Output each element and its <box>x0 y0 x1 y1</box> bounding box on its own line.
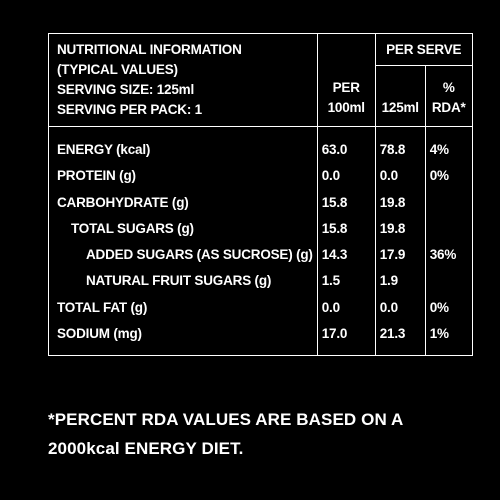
subheader-row: 125ml % RDA* <box>49 65 473 127</box>
rda-header-line1: % <box>442 80 455 95</box>
rda-value: 0% <box>429 168 449 184</box>
rda-header: % RDA* <box>424 65 473 127</box>
per125-header: 125ml <box>374 65 426 127</box>
nutrient-names-column: ENERGY (kcal) PROTEIN (g) CARBOHYDRATE (… <box>48 125 318 357</box>
serving-per-pack: SERVING PER PACK: 1 <box>57 102 202 117</box>
per100-value: 0.0 <box>321 168 340 184</box>
nutrient-name: PROTEIN (g) <box>57 168 136 184</box>
per125-value: 19.8 <box>379 194 406 210</box>
per100-value: 1.5 <box>321 273 340 289</box>
per100-header-line2: 100ml <box>327 100 365 115</box>
rda-value: 36% <box>429 247 457 263</box>
per125-value: 0.0 <box>379 168 398 184</box>
header-info-cell: NUTRITIONAL INFORMATION (TYPICAL VALUES)… <box>48 33 318 127</box>
rda-header-line2: RDA* <box>431 100 466 115</box>
rda-value <box>430 190 468 216</box>
per125-values-column: 78.8 0.0 19.8 19.8 17.9 1.9 0.0 21.3 <box>374 125 426 357</box>
per100-value: 14.3 <box>321 247 348 263</box>
rda-values-column: 4% 0% 36% 0% 1% <box>424 125 473 357</box>
table-title: NUTRITIONAL INFORMATION <box>57 42 242 57</box>
per125-value: 78.8 <box>379 142 406 157</box>
per100-header-line1: PER <box>332 80 360 95</box>
rda-value <box>430 216 468 242</box>
nutrient-name: SODIUM (mg) <box>57 326 142 342</box>
per125-value: 21.3 <box>379 326 406 342</box>
nutrient-name: TOTAL SUGARS (g) <box>71 220 194 236</box>
footnote-line-2: 2000kcal ENERGY DIET. <box>48 439 244 458</box>
nutrient-name: TOTAL FAT (g) <box>57 299 148 315</box>
header-row: NUTRITIONAL INFORMATION (TYPICAL VALUES)… <box>48 33 473 127</box>
nutrient-name: ADDED SUGARS (AS SUCROSE) (g) <box>86 247 313 263</box>
body-row: ENERGY (kcal) PROTEIN (g) CARBOHYDRATE (… <box>48 125 473 357</box>
per100-value: 17.0 <box>321 326 348 342</box>
serving-size: SERVING SIZE: 125ml <box>57 82 195 97</box>
rda-value: 0% <box>429 299 449 315</box>
per125-value: 0.0 <box>379 299 398 315</box>
nutrient-name: NATURAL FRUIT SUGARS (g) <box>86 273 272 289</box>
rda-value <box>430 268 468 294</box>
per100-values-column: 63.0 0.0 15.8 15.8 14.3 1.5 0.0 17.0 <box>316 125 376 357</box>
per100-value: 63.0 <box>321 142 348 157</box>
nutrient-name: CARBOHYDRATE (g) <box>57 194 189 210</box>
per125-value: 1.9 <box>379 273 398 289</box>
per125-value: 17.9 <box>379 247 406 263</box>
per125-value: 19.8 <box>379 220 406 236</box>
per100-header: PER 100ml <box>316 33 376 127</box>
nutrient-name: ENERGY (kcal) <box>57 142 151 157</box>
rda-value: 4% <box>429 142 449 157</box>
per100-value: 0.0 <box>321 299 340 315</box>
footnote-line-1: *PERCENT RDA VALUES ARE BASED ON A <box>48 410 404 429</box>
rda-value: 1% <box>429 326 449 342</box>
per-serve-header: PER SERVE <box>374 33 473 66</box>
nutrition-table: NUTRITIONAL INFORMATION (TYPICAL VALUES)… <box>48 33 473 357</box>
table-subtitle: (TYPICAL VALUES) <box>57 62 178 77</box>
rda-footnote: *PERCENT RDA VALUES ARE BASED ON A 2000k… <box>48 405 468 463</box>
per100-value: 15.8 <box>321 194 348 210</box>
per100-value: 15.8 <box>321 220 348 236</box>
